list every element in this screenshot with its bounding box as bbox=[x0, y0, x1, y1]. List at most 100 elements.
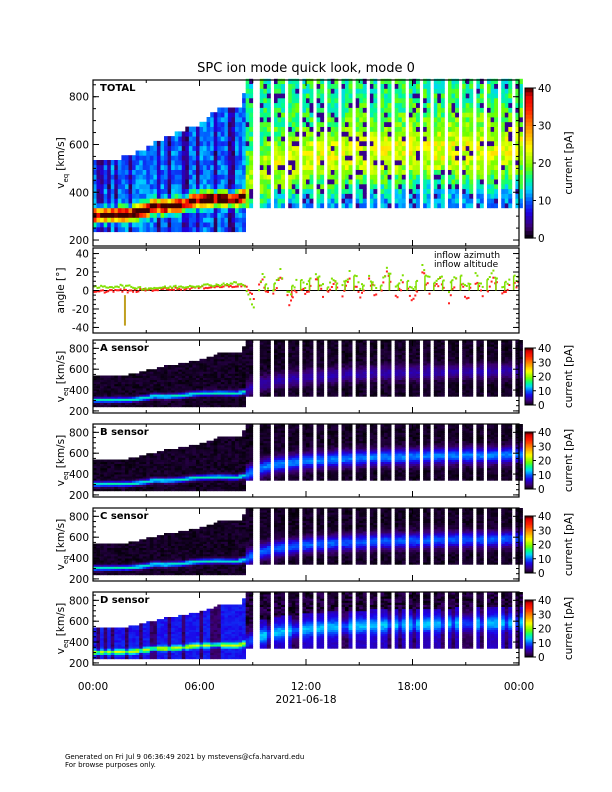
heatmap-cell bbox=[369, 198, 374, 204]
heatmap-cell bbox=[408, 342, 413, 345]
heatmap-cell bbox=[160, 226, 165, 233]
heatmap-cell bbox=[309, 203, 314, 209]
heatmap-cell bbox=[181, 203, 186, 209]
heatmap-cell bbox=[398, 379, 403, 383]
heatmap-cell bbox=[394, 377, 399, 380]
heatmap-cell bbox=[327, 342, 332, 345]
heatmap-cell bbox=[494, 160, 498, 166]
heatmap-cell bbox=[139, 375, 144, 378]
heatmap-cell bbox=[359, 383, 364, 387]
heatmap-cell bbox=[249, 360, 254, 364]
colorbar-swatch bbox=[525, 185, 533, 190]
heatmap-cell bbox=[394, 93, 399, 99]
heatmap-cell bbox=[217, 356, 222, 360]
heatmap-cell bbox=[394, 356, 399, 360]
heatmap-cell bbox=[188, 383, 193, 387]
heatmap-cell bbox=[476, 93, 481, 99]
heatmap-cell bbox=[316, 342, 321, 345]
heatmap-cell bbox=[185, 371, 190, 374]
heatmap-cell bbox=[149, 396, 154, 399]
heatmap-cell bbox=[213, 117, 218, 123]
heatmap-cell bbox=[362, 174, 367, 180]
heatmap-cell bbox=[245, 390, 250, 393]
data-point bbox=[306, 283, 308, 286]
heatmap-cell bbox=[210, 400, 215, 403]
heatmap-cell bbox=[380, 126, 385, 132]
heatmap-cell bbox=[185, 131, 190, 137]
heatmap-cell bbox=[164, 179, 168, 185]
heatmap-cell bbox=[242, 155, 246, 161]
heatmap-cell bbox=[227, 117, 232, 123]
heatmap-cell bbox=[334, 102, 339, 108]
heatmap-cell bbox=[426, 383, 431, 387]
heatmap-cell bbox=[320, 88, 325, 94]
heatmap-cell bbox=[263, 88, 268, 94]
data-point bbox=[153, 289, 156, 292]
data-point bbox=[394, 285, 397, 288]
heatmap-cell bbox=[334, 93, 339, 99]
heatmap-cell bbox=[487, 203, 491, 209]
heatmap-cell bbox=[345, 354, 349, 358]
heatmap-cell bbox=[181, 390, 186, 393]
heatmap-cell bbox=[188, 400, 193, 403]
heatmap-cell bbox=[259, 107, 264, 113]
data-point bbox=[408, 294, 411, 297]
heatmap-cell bbox=[348, 354, 353, 358]
heatmap-cell bbox=[291, 78, 296, 84]
heatmap-cell bbox=[242, 381, 246, 385]
heatmap-cell bbox=[213, 356, 218, 360]
heatmap-cell bbox=[242, 150, 246, 156]
heatmap-cell bbox=[174, 150, 179, 156]
heatmap-cell bbox=[373, 356, 378, 360]
heatmap-cell bbox=[373, 93, 378, 99]
heatmap-cell bbox=[515, 136, 520, 142]
heatmap-cell bbox=[288, 360, 293, 364]
data-point bbox=[93, 285, 95, 288]
heatmap-cell bbox=[153, 169, 158, 175]
heatmap-cell bbox=[277, 150, 282, 156]
heatmap-cell bbox=[359, 369, 364, 372]
heatmap-cell bbox=[494, 193, 498, 199]
heatmap-cell bbox=[107, 203, 112, 209]
heatmap-cell bbox=[174, 375, 179, 378]
heatmap-cell bbox=[231, 388, 236, 391]
heatmap-cell bbox=[206, 373, 211, 376]
heatmap-cell bbox=[433, 350, 438, 353]
heatmap-cell bbox=[274, 160, 278, 166]
heatmap-cell bbox=[433, 348, 438, 351]
heatmap-cell bbox=[238, 145, 243, 151]
heatmap-cell bbox=[327, 375, 332, 378]
heatmap-cell bbox=[100, 183, 104, 190]
y-tick-label: 400 bbox=[69, 187, 89, 199]
heatmap-cell bbox=[479, 174, 484, 180]
heatmap-cell bbox=[167, 375, 172, 378]
heatmap-cell bbox=[423, 107, 427, 113]
heatmap-cell bbox=[220, 155, 225, 161]
heatmap-cell bbox=[281, 102, 285, 108]
heatmap-cell bbox=[196, 150, 200, 156]
heatmap-cell bbox=[334, 375, 339, 378]
heatmap-cell bbox=[206, 160, 211, 166]
heatmap-cell bbox=[401, 183, 406, 190]
heatmap-cell bbox=[249, 88, 254, 94]
heatmap-cell bbox=[398, 188, 403, 194]
heatmap-cell bbox=[519, 183, 523, 190]
heatmap-cell bbox=[330, 83, 335, 89]
heatmap-cell bbox=[494, 83, 498, 89]
heatmap-cell bbox=[114, 207, 119, 213]
heatmap-cell bbox=[345, 169, 349, 175]
heatmap-cell bbox=[408, 377, 413, 380]
data-point bbox=[133, 287, 136, 290]
heatmap-cell bbox=[153, 193, 158, 199]
heatmap-cell bbox=[369, 193, 374, 199]
heatmap-cell bbox=[238, 169, 243, 175]
heatmap-cell bbox=[291, 383, 296, 387]
heatmap-cell bbox=[110, 379, 115, 383]
heatmap-cell bbox=[274, 155, 278, 161]
heatmap-cell bbox=[217, 169, 222, 175]
heatmap-cell bbox=[334, 112, 339, 118]
heatmap-cell bbox=[114, 388, 119, 391]
heatmap-cell bbox=[306, 381, 310, 385]
heatmap-cell bbox=[128, 207, 133, 213]
heatmap-cell bbox=[309, 97, 314, 104]
